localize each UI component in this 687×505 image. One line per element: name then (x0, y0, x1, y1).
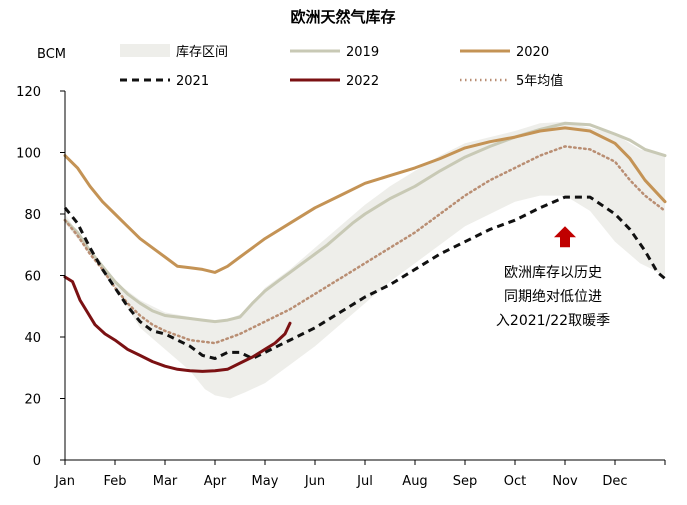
x-tick-label: Nov (552, 474, 578, 489)
plot-area (63, 121, 667, 399)
series-line-2022 (63, 275, 292, 373)
range-band (65, 121, 665, 399)
legend-swatch-band (120, 44, 170, 57)
x-axis-ticks: Jan Feb Mar Apr May Jun Jul Aug Sep Oct Nov Dec (54, 460, 666, 489)
x-tick-label: Dec (602, 474, 627, 489)
legend-label-5yr-avg: 5年均值 (516, 73, 563, 89)
y-tick-label: 20 (24, 393, 41, 408)
x-tick-label: May (252, 474, 279, 489)
legend-label-2022: 2022 (346, 74, 379, 89)
legend-label-2019: 2019 (346, 45, 379, 60)
x-tick-label: Oct (504, 474, 526, 489)
chart-title: 欧洲天然气库存 (290, 8, 395, 26)
y-tick-label: 0 (33, 454, 41, 469)
legend-label-2020: 2020 (516, 45, 549, 60)
y-tick-label: 100 (16, 147, 41, 162)
x-tick-label: Mar (153, 474, 178, 489)
up-arrow-icon (554, 226, 576, 248)
x-tick-label: Feb (103, 474, 126, 489)
series-line-5yr-avg (63, 145, 667, 345)
x-tick-label: Aug (402, 474, 427, 489)
x-tick-label: Sep (453, 474, 478, 489)
x-tick-label: Jul (356, 474, 373, 489)
y-axis-ticks: 0 20 40 60 80 100 120 (16, 85, 65, 469)
legend-label-2021: 2021 (176, 74, 209, 89)
annotation: 欧洲库存以历史 同期绝对低位进 入2021/22取暖季 (496, 226, 610, 329)
y-tick-label: 120 (16, 85, 41, 100)
legend-label-band: 库存区间 (176, 44, 228, 60)
y-tick-label: 40 (24, 331, 41, 346)
annotation-line-3: 入2021/22取暖季 (496, 313, 610, 329)
x-tick-label: Jan (54, 474, 75, 489)
annotation-line-1: 欧洲库存以历史 (504, 265, 602, 281)
y-unit-label: BCM (37, 47, 66, 62)
y-tick-label: 60 (24, 270, 41, 285)
x-tick-label: Apr (204, 474, 227, 489)
series-line-2021 (63, 195, 666, 360)
x-tick-label: Jun (304, 474, 325, 489)
legend: 库存区间 2019 2020 2021 2022 5年均值 (120, 44, 563, 89)
y-tick-label: 80 (24, 208, 41, 223)
annotation-line-2: 同期绝对低位进 (504, 289, 602, 305)
series-line-2020 (63, 126, 667, 274)
